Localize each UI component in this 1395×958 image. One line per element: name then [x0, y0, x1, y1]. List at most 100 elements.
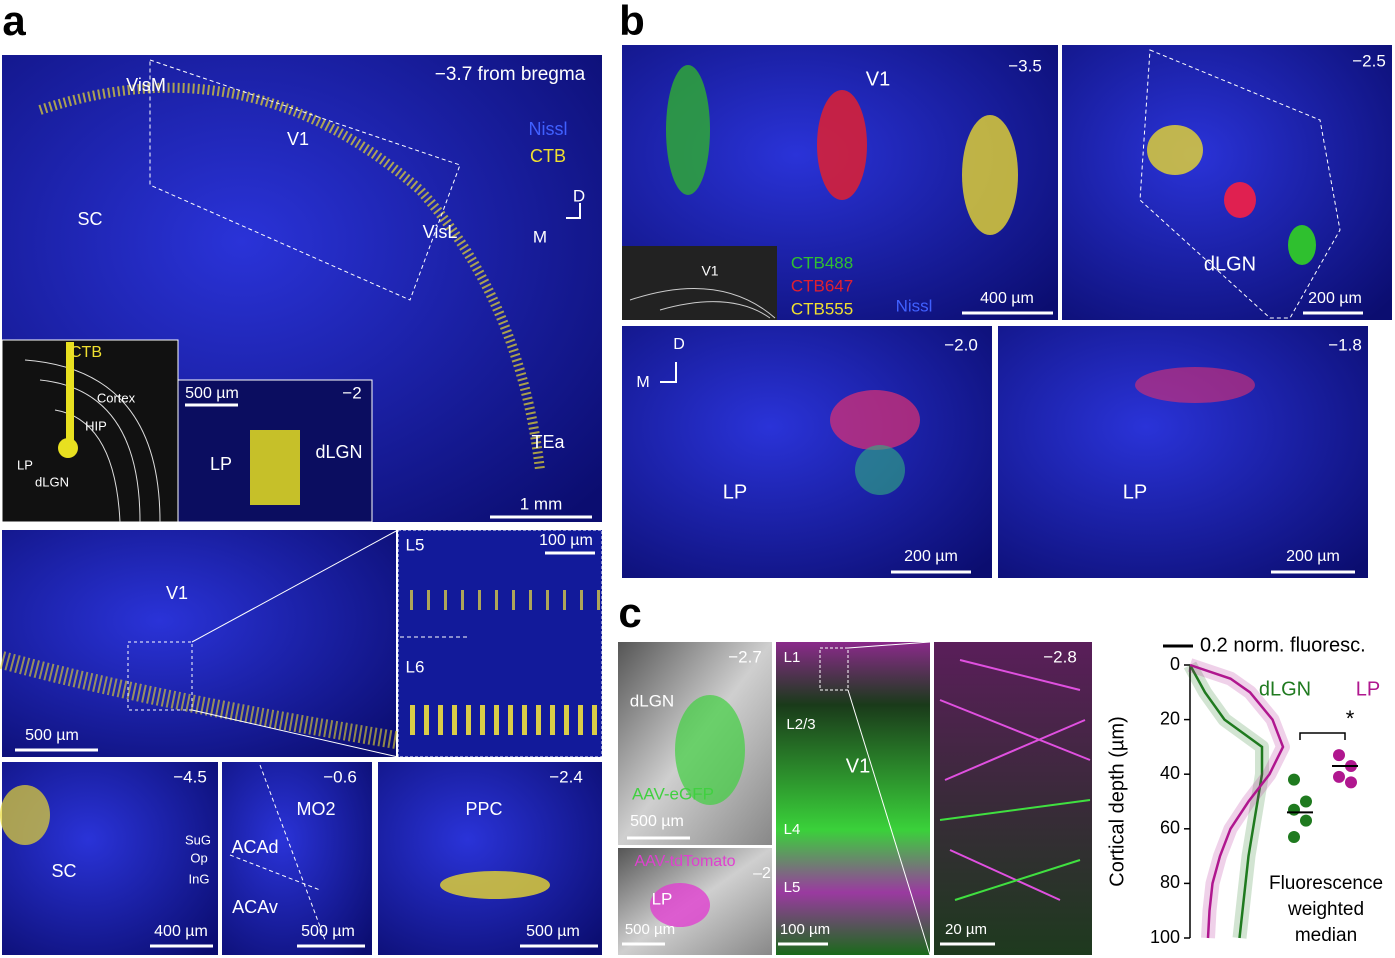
- image-label: Nissl: [529, 119, 568, 139]
- image-label: −2.7: [728, 647, 762, 666]
- image-label: VisM: [126, 75, 166, 95]
- image-label: D: [673, 336, 685, 353]
- image-label: ACAv: [232, 897, 278, 917]
- image-label: V1: [866, 68, 890, 90]
- image-label: 200 µm: [1308, 290, 1362, 307]
- image-label: M: [533, 227, 547, 246]
- image-label: dLGN: [630, 691, 674, 710]
- median-point: [1300, 795, 1312, 808]
- image-label: Cortex: [97, 390, 136, 405]
- y-tick-label: 40: [1160, 763, 1180, 783]
- image-label: LP: [17, 457, 33, 472]
- image-label: L4: [784, 821, 801, 838]
- image-label: SC: [51, 861, 76, 881]
- image-label: −2.4: [549, 767, 583, 786]
- panel-letter: b: [619, 0, 645, 44]
- y-tick-label: 60: [1160, 818, 1180, 838]
- image-label: LP: [652, 889, 673, 908]
- y-tick-label: 0: [1170, 654, 1180, 674]
- image-label: CTB: [70, 344, 102, 361]
- profile-line: [1189, 663, 1285, 939]
- significance-mark: *: [1346, 706, 1355, 731]
- image-label: −2.5: [1352, 51, 1386, 70]
- image-label: InG: [189, 871, 210, 886]
- image-label: L5: [406, 535, 425, 554]
- image-label: 400 µm: [980, 290, 1034, 307]
- annotation: median: [1295, 925, 1357, 946]
- image-label: −1.8: [1328, 335, 1362, 354]
- image-label: VisL: [423, 222, 458, 242]
- image-label: V1: [287, 129, 309, 149]
- image-label: −0.6: [323, 767, 357, 786]
- image-label: 500 µm: [526, 923, 580, 940]
- image-label: dLGN: [1204, 253, 1256, 275]
- image-label: CTB: [530, 146, 566, 166]
- median-point: [1288, 773, 1300, 786]
- image-label: −2: [342, 383, 361, 402]
- image-label: CTB488: [791, 253, 853, 272]
- image-label: −3.5: [1008, 56, 1042, 75]
- image-label: LP: [1123, 481, 1147, 503]
- significance-bracket: [1299, 732, 1346, 740]
- median-point: [1345, 776, 1357, 789]
- median-point: [1288, 803, 1300, 816]
- image-label: −2.0: [944, 335, 978, 354]
- legend-label: LP: [1356, 678, 1380, 700]
- y-tick-label: 80: [1160, 872, 1180, 892]
- image-label: TEa: [531, 432, 565, 452]
- image-label: 400 µm: [154, 923, 208, 940]
- y-tick-label: 20: [1160, 708, 1180, 728]
- image-label: 200 µm: [904, 548, 958, 565]
- image-label: Op: [190, 850, 207, 865]
- image-label: 500 µm: [301, 923, 355, 940]
- chart: 0 20 40 60 80 100 Cortical depth (µm) 0.2 norm.…: [1106, 634, 1383, 946]
- image-label: 100 µm: [539, 532, 593, 549]
- image-label: 500 µm: [625, 921, 675, 938]
- image-label: 100 µm: [780, 921, 830, 938]
- image-label: 20 µm: [945, 921, 987, 938]
- image-label: 1 mm: [520, 494, 563, 513]
- scale-bar-label: 0.2 norm. fluoresc.: [1200, 634, 1366, 656]
- image-label: 200 µm: [1286, 548, 1340, 565]
- image-label: HIP: [85, 418, 107, 433]
- image-label: L1: [784, 649, 801, 666]
- image-label: dLGN: [315, 442, 362, 462]
- image-label: V1: [846, 755, 870, 777]
- y-axis-label: Cortical depth (µm): [1106, 716, 1128, 886]
- profile-band: [1187, 658, 1290, 939]
- legend-label: dLGN: [1259, 678, 1311, 700]
- image-label: AAV-eGFP: [632, 784, 714, 803]
- image-label: 500 µm: [630, 813, 684, 830]
- orientation-arrow: [660, 362, 677, 383]
- image-label: V1: [701, 263, 718, 279]
- image-label: M: [636, 374, 649, 391]
- image-label: Nissl: [896, 296, 933, 315]
- image-label: L2/3: [786, 716, 815, 733]
- image-label: LP: [210, 454, 232, 474]
- image-label: ACAd: [231, 837, 278, 857]
- image-label: PPC: [465, 799, 502, 819]
- panel-letter: c: [618, 589, 641, 636]
- image-label: LP: [723, 481, 747, 503]
- image-label: 500 µm: [185, 385, 239, 402]
- image-label: –2: [753, 865, 771, 882]
- median-point: [1333, 749, 1345, 762]
- image-label: −4.5: [173, 767, 207, 786]
- image-label: −3.7 from bregma: [435, 64, 586, 85]
- image-label: AAV-tdTomato: [634, 853, 735, 870]
- y-tick-label: 100: [1150, 927, 1180, 947]
- image-label: CTB555: [791, 299, 853, 318]
- image-label: SuG: [185, 832, 211, 847]
- image-label: CTB647: [791, 276, 853, 295]
- median-point: [1333, 770, 1345, 783]
- median-point: [1288, 830, 1300, 843]
- orientation-arrow: [566, 203, 581, 219]
- panel-letter: a: [2, 0, 26, 44]
- image-label: 500 µm: [25, 727, 79, 744]
- image-label: MO2: [296, 799, 335, 819]
- image-label: dLGN: [35, 474, 69, 489]
- image-label: SC: [77, 209, 102, 229]
